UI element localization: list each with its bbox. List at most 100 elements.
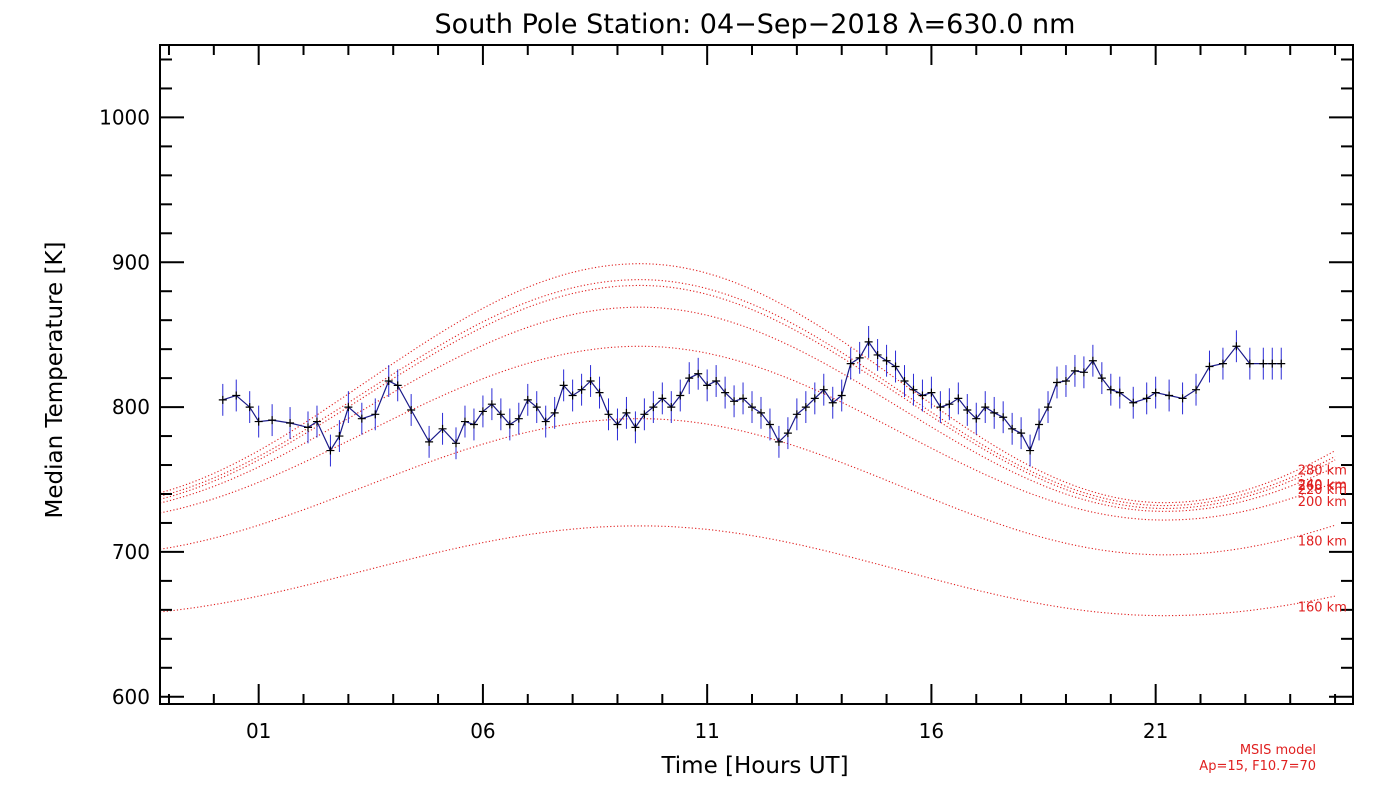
data-point xyxy=(1178,394,1187,403)
data-point xyxy=(756,408,765,417)
data-point xyxy=(936,403,945,412)
y-tick-label: 700 xyxy=(112,540,150,564)
plot-frame xyxy=(159,44,1354,705)
data-point xyxy=(765,420,774,429)
data-point xyxy=(326,446,335,455)
data-point xyxy=(460,417,469,426)
data-point xyxy=(909,385,918,394)
data-point xyxy=(357,414,366,423)
x-tick-label: 16 xyxy=(919,719,944,743)
data-point xyxy=(658,394,667,403)
model-curve-label: 180 km xyxy=(1298,534,1347,549)
data-point xyxy=(963,405,972,414)
data-point xyxy=(622,408,631,417)
model-curve xyxy=(159,345,1336,521)
data-point xyxy=(577,385,586,394)
data-point xyxy=(1035,420,1044,429)
x-axis-label: Time [Hours UT] xyxy=(660,753,848,779)
data-point xyxy=(393,381,402,390)
chart-title: South Pole Station: 04−Sep−2018 λ=630.0 … xyxy=(435,9,1076,40)
data-point xyxy=(1026,446,1035,455)
data-point xyxy=(819,385,828,394)
data-point xyxy=(425,437,434,446)
data-point xyxy=(864,337,873,346)
data-point xyxy=(559,381,568,390)
data-point xyxy=(1070,366,1079,375)
data-point xyxy=(1097,374,1106,383)
data-point xyxy=(972,414,981,423)
data-point xyxy=(774,437,783,446)
data-point xyxy=(469,420,478,429)
x-tick-label: 06 xyxy=(470,719,495,743)
data-point xyxy=(514,414,523,423)
data-point xyxy=(384,377,393,386)
data-point xyxy=(1245,359,1254,368)
x-tick-label: 01 xyxy=(246,719,271,743)
data-point xyxy=(649,403,658,412)
data-point xyxy=(1017,429,1026,438)
data-point xyxy=(1165,391,1174,400)
data-line xyxy=(222,340,1282,453)
data-point xyxy=(748,403,757,412)
data-point xyxy=(712,377,721,386)
data-point xyxy=(999,413,1008,422)
data-point xyxy=(918,391,927,400)
data-point xyxy=(312,417,321,426)
data-point xyxy=(371,410,380,419)
data-point xyxy=(407,405,416,414)
y-axis-label: Median Temperature [K] xyxy=(42,242,68,519)
data-point xyxy=(703,381,712,390)
data-point xyxy=(1232,342,1241,351)
data-point xyxy=(487,400,496,409)
data-point xyxy=(1052,378,1061,387)
data-point xyxy=(1088,356,1097,365)
model-curve xyxy=(159,418,1336,556)
x-tick-label: 11 xyxy=(694,719,719,743)
data-point xyxy=(541,417,550,426)
data-point xyxy=(1259,359,1268,368)
model-curve xyxy=(159,306,1336,512)
model-curve-label: 280 km xyxy=(1298,463,1347,478)
y-tick-label: 1000 xyxy=(99,105,150,129)
data-point xyxy=(882,356,891,365)
data-point xyxy=(218,395,227,404)
data-point xyxy=(568,391,577,400)
data-point xyxy=(1008,424,1017,433)
data-point xyxy=(676,391,685,400)
data-point xyxy=(532,403,541,412)
data-point xyxy=(891,362,900,371)
model-curve-label: 240 km xyxy=(1298,478,1347,493)
data-point xyxy=(981,403,990,412)
data-point xyxy=(739,394,748,403)
model-curve xyxy=(159,279,1336,507)
y-tick-label: 600 xyxy=(112,685,150,709)
data-point xyxy=(837,391,846,400)
data-point xyxy=(685,374,694,383)
model-curve-label: 200 km xyxy=(1298,495,1347,510)
model-note-line-1: MSIS model xyxy=(1240,743,1316,758)
data-point xyxy=(828,398,837,407)
model-curve xyxy=(159,263,1336,504)
data-point xyxy=(873,350,882,359)
data-point xyxy=(846,359,855,368)
data-point xyxy=(452,439,461,448)
y-tick-label: 800 xyxy=(112,395,150,419)
model-curve-label: 220 km xyxy=(1298,483,1347,498)
data-point xyxy=(730,397,739,406)
data-point xyxy=(586,377,595,386)
data-point xyxy=(613,420,622,429)
data-point xyxy=(640,410,649,419)
data-series xyxy=(218,325,1286,467)
data-point xyxy=(801,403,810,412)
model-curve xyxy=(159,525,1336,617)
data-point xyxy=(254,417,263,426)
data-point xyxy=(232,391,241,400)
data-point xyxy=(1115,388,1124,397)
data-point xyxy=(1044,403,1053,412)
data-point xyxy=(595,388,604,397)
model-note-line-2: Ap=15, F10.7=70 xyxy=(1199,759,1316,774)
data-point xyxy=(505,420,514,429)
data-point xyxy=(1142,394,1151,403)
